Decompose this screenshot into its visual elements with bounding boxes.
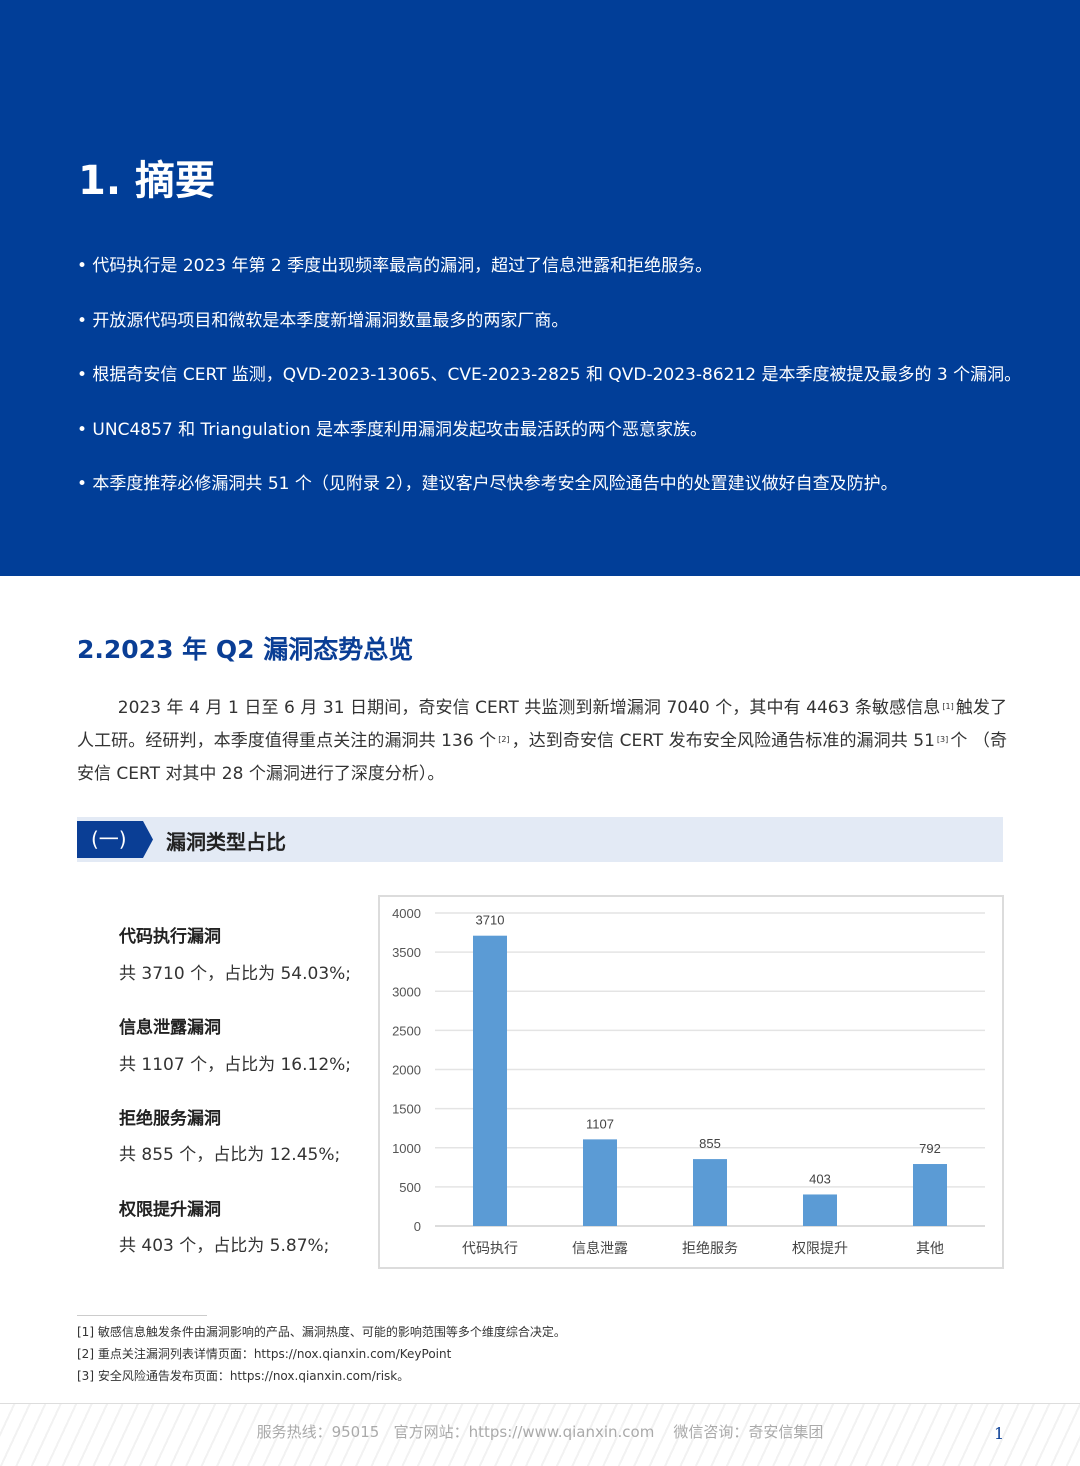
para-text: 触发了人工研。经研判，本季度值得重点关注的漏洞共 136 个	[77, 698, 1008, 751]
footnote: [3] 安全风险通告发布页面：https://nox.qianxin.com/r…	[77, 1369, 410, 1383]
footer-contact: 服务热线：95015 官方网站：https://www.qianxin.com …	[256, 1423, 824, 1441]
type-value: 共 403 个，占比为 5.87%;	[119, 1236, 330, 1256]
summary-section: 1. 摘要 • 代码执行是 2023 年第 2 季度出现频率最高的漏洞，超过了信…	[0, 0, 1080, 576]
y-tick-label: 4000	[392, 906, 421, 921]
summary-bullet: • UNC4857 和 Triangulation 是本季度利用漏洞发起攻击最活…	[77, 420, 707, 440]
footnote: [2] 重点关注漏洞列表详情页面：https://nox.qianxin.com…	[77, 1347, 452, 1361]
type-value: 共 1107 个，占比为 16.12%;	[119, 1055, 352, 1075]
x-tick-label: 其他	[916, 1241, 944, 1257]
para-text: 2023 年 4 月 1 日至 6 月 31 日期间，奇安信 CERT 共监测到…	[117, 698, 941, 718]
page-footer: 服务热线：95015 官方网站：https://www.qianxin.com …	[0, 1403, 1080, 1466]
summary-bullet: • 根据奇安信 CERT 监测，QVD-2023-13065、CVE-2023-…	[77, 365, 1022, 385]
summary-bullet: • 开放源代码项目和微软是本季度新增漏洞数量最多的两家厂商。	[77, 311, 569, 331]
para-text: ，达到奇安信 CERT 发布安全风险通告标准的漏洞共 51	[511, 731, 935, 751]
x-tick-label: 权限提升	[792, 1241, 848, 1257]
type-title: 拒绝服务漏洞	[119, 1109, 221, 1129]
page-number: 1	[994, 1424, 1005, 1443]
y-tick-label: 500	[399, 1180, 421, 1195]
footnote-ref[interactable]: [3]	[936, 735, 949, 744]
y-tick-label: 1500	[392, 1102, 421, 1117]
section-title: 漏洞类型占比	[166, 830, 286, 854]
y-tick-label: 2000	[392, 1063, 421, 1078]
footnote-ref[interactable]: [1]	[942, 702, 954, 711]
y-tick-label: 3000	[392, 984, 421, 999]
x-tick-label: 信息泄露	[572, 1240, 628, 1257]
bar	[803, 1194, 837, 1226]
data-label: 403	[809, 1171, 831, 1186]
y-tick-label: 0	[414, 1219, 421, 1234]
bar	[913, 1164, 947, 1226]
summary-bullet: • 本季度推荐必修漏洞共 51 个（见附录 2），建议客户尽快参考安全风险通告中…	[77, 474, 898, 494]
data-label: 792	[919, 1141, 941, 1156]
summary-title: 1. 摘要	[78, 158, 215, 204]
footnote: [1] 敏感信息触发条件由漏洞影响的产品、漏洞热度、可能的影响范围等多个维度综合…	[77, 1325, 566, 1339]
summary-bullet: • 代码执行是 2023 年第 2 季度出现频率最高的漏洞，超过了信息泄露和拒绝…	[77, 256, 713, 276]
overview-paragraph: 2023 年 4 月 1 日至 6 月 31 日期间，奇安信 CERT 共监测到…	[77, 692, 1007, 791]
section-number: (一)	[77, 821, 153, 858]
overview-title: 2.2023 年 Q2 漏洞态势总览	[77, 635, 414, 664]
x-tick-label: 代码执行	[462, 1241, 518, 1257]
type-title: 信息泄露漏洞	[119, 1018, 221, 1038]
data-label: 1107	[586, 1116, 614, 1131]
y-tick-label: 3500	[392, 945, 421, 960]
bar	[693, 1159, 727, 1226]
y-tick-label: 1000	[392, 1141, 421, 1156]
chart-svg: 0 500 1000 1500 2000 2500 3000 3500 4000 3710 代码执行…	[392, 906, 985, 1257]
vuln-type-bar-chart: 0 500 1000 1500 2000 2500 3000 3500 4000 3710 代码执行…	[378, 895, 1004, 1269]
type-title: 权限提升漏洞	[119, 1200, 221, 1220]
data-label: 855	[699, 1136, 721, 1151]
type-title: 代码执行漏洞	[119, 927, 221, 947]
type-value: 共 855 个，占比为 12.45%;	[119, 1145, 341, 1165]
y-tick-label: 2500	[392, 1023, 421, 1038]
para-text: 个 （奇安信 CERT 对其中 28 个漏洞进行了深度分析）。	[77, 731, 1007, 784]
x-tick-label: 拒绝服务	[682, 1241, 738, 1257]
type-value: 共 3710 个，占比为 54.03%;	[119, 964, 352, 984]
footnote-ref[interactable]: [2]	[498, 735, 510, 744]
bar	[473, 935, 507, 1226]
section-header: (一) 漏洞类型占比	[77, 817, 1003, 862]
data-label: 3710	[476, 913, 505, 928]
footnote-divider	[77, 1315, 207, 1316]
bar	[583, 1139, 617, 1226]
